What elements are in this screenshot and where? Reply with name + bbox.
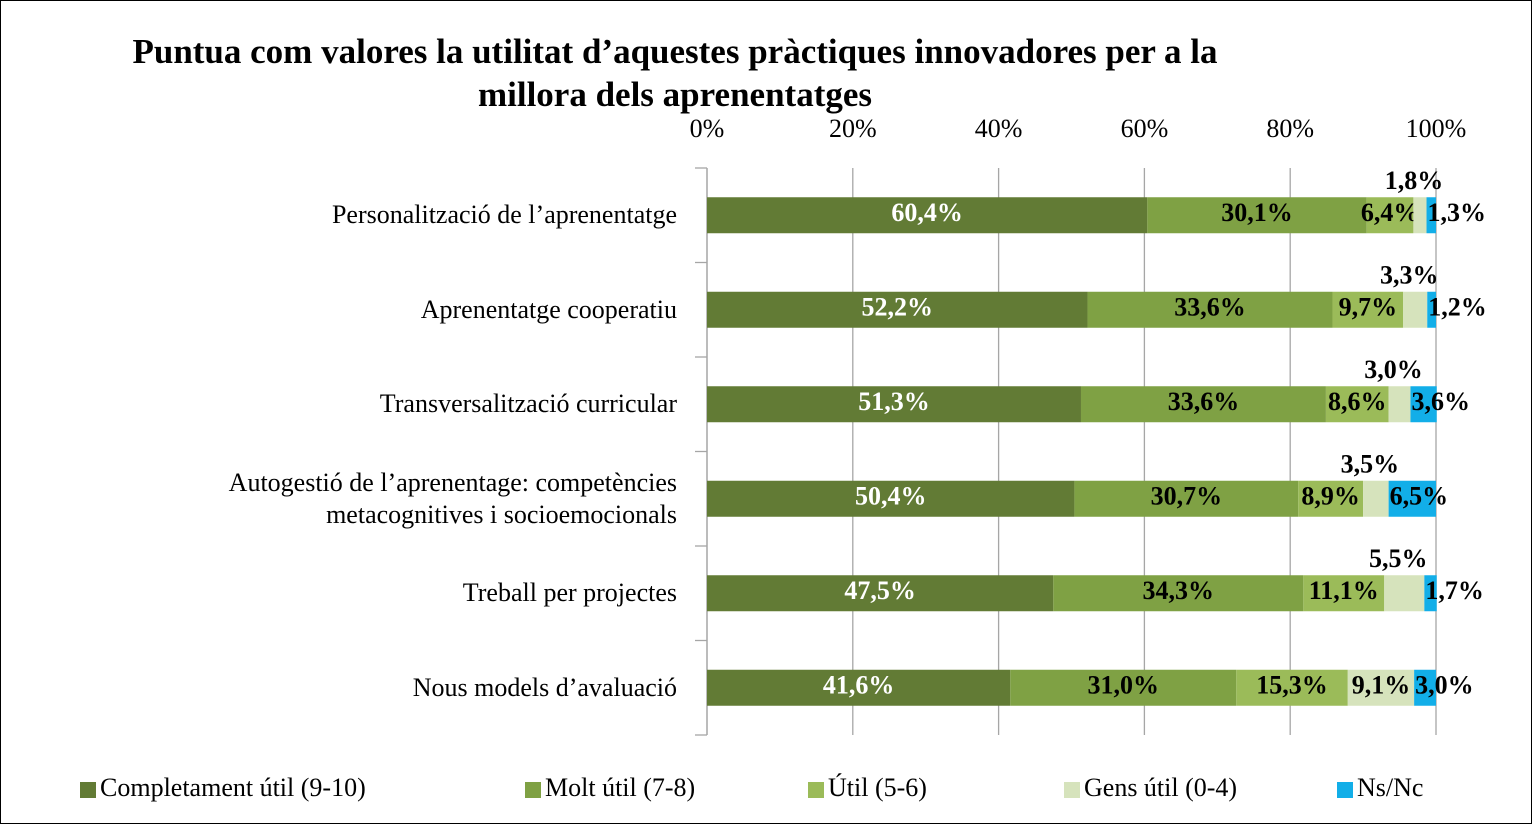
legend-swatch (1064, 782, 1080, 798)
data-label: 30,7% (1151, 482, 1223, 511)
legend-swatch (808, 782, 824, 798)
bar-segment (1426, 197, 1436, 234)
legend-label: Ns/Nc (1357, 773, 1423, 802)
data-label: 33,6% (1174, 293, 1246, 322)
data-label: 47,5% (844, 576, 916, 605)
legend-swatch (80, 782, 96, 798)
chart-title: Puntua com valores la utilitat d’aqueste… (132, 32, 1218, 114)
bar-segment (707, 575, 1054, 612)
data-label: 3,0% (1415, 671, 1474, 700)
bar-segment (1303, 575, 1385, 612)
category-label: Nous models d’avaluació (412, 672, 677, 702)
data-label: 3,0% (1364, 355, 1423, 384)
data-label: 8,6% (1328, 387, 1387, 416)
bar-segment (1147, 197, 1367, 234)
x-tick-label: 20% (829, 114, 877, 143)
data-label: 3,6% (1411, 387, 1470, 416)
data-label: 9,1% (1352, 671, 1411, 700)
bar-segment (1388, 386, 1411, 423)
category-label: Treball per projectes (462, 578, 677, 608)
data-label: 30,1% (1221, 198, 1293, 227)
x-tick-label: 60% (1121, 114, 1169, 143)
data-label: 51,3% (858, 387, 930, 416)
bar-segment (707, 291, 1088, 328)
category-label: Personalització de l’aprenentatge (331, 200, 677, 230)
bar-segment (1427, 291, 1436, 328)
bar-segment (1010, 669, 1237, 706)
data-label: 8,9% (1301, 482, 1360, 511)
category-label: Autogestió de l’aprenentage: competèncie… (228, 467, 677, 529)
bar-segment (1413, 197, 1427, 234)
legend-label: Útil (5-6) (828, 773, 927, 802)
data-label: 50,4% (855, 482, 927, 511)
legend-swatch (1337, 782, 1353, 798)
x-tick-label: 40% (975, 114, 1023, 143)
bar-segment (1424, 575, 1437, 612)
data-label: 9,7% (1339, 293, 1398, 322)
data-label: 1,2% (1428, 293, 1487, 322)
bar-segment (1363, 480, 1389, 517)
x-tick-label: 0% (690, 114, 725, 143)
bar-segment (1053, 575, 1304, 612)
data-label: 1,7% (1425, 576, 1484, 605)
bar-segment (707, 197, 1148, 234)
data-label: 33,6% (1168, 387, 1240, 416)
data-label: 31,0% (1088, 671, 1160, 700)
data-label: 11,1% (1309, 576, 1379, 605)
data-label: 5,5% (1369, 544, 1428, 573)
data-label: 3,3% (1380, 261, 1439, 290)
data-label: 1,3% (1428, 198, 1487, 227)
legend-label: Completament útil (9-10) (100, 773, 366, 802)
x-tick-label: 80% (1266, 114, 1314, 143)
legend-label: Molt útil (7-8) (545, 773, 695, 802)
data-label: 41,6% (823, 671, 895, 700)
bar-segment (1298, 480, 1364, 517)
data-label: 1,8% (1385, 166, 1444, 195)
data-label: 6,5% (1390, 482, 1449, 511)
category-label: Aprenentatge cooperatiu (420, 294, 677, 324)
bar-segment (1388, 480, 1436, 517)
bar-segment (1087, 291, 1333, 328)
data-label: 52,2% (862, 293, 934, 322)
data-label: 15,3% (1256, 671, 1328, 700)
bar-segment (1325, 386, 1389, 423)
legend-swatch (525, 782, 541, 798)
legend-label: Gens útil (0-4) (1084, 773, 1237, 802)
bar-segment (1236, 669, 1348, 706)
data-label: 6,4% (1361, 198, 1420, 227)
bar-segment (1332, 291, 1404, 328)
bar-segment (1080, 386, 1326, 423)
bar-segment (1384, 575, 1425, 612)
bar-segment (1414, 669, 1436, 706)
bar-segment (707, 480, 1075, 517)
bar-segment (707, 386, 1081, 423)
category-label: Transversalització curricular (379, 389, 677, 419)
bar-segment (1366, 197, 1414, 234)
data-label: 60,4% (891, 198, 963, 227)
bar-segment (1410, 386, 1437, 423)
data-label: 3,5% (1341, 450, 1400, 479)
x-tick-label: 100% (1406, 114, 1467, 143)
bar-segment (1347, 669, 1415, 706)
bar-segment (1403, 291, 1428, 328)
bar-segment (707, 669, 1011, 706)
bar-segment (1074, 480, 1299, 517)
data-label: 34,3% (1143, 576, 1215, 605)
